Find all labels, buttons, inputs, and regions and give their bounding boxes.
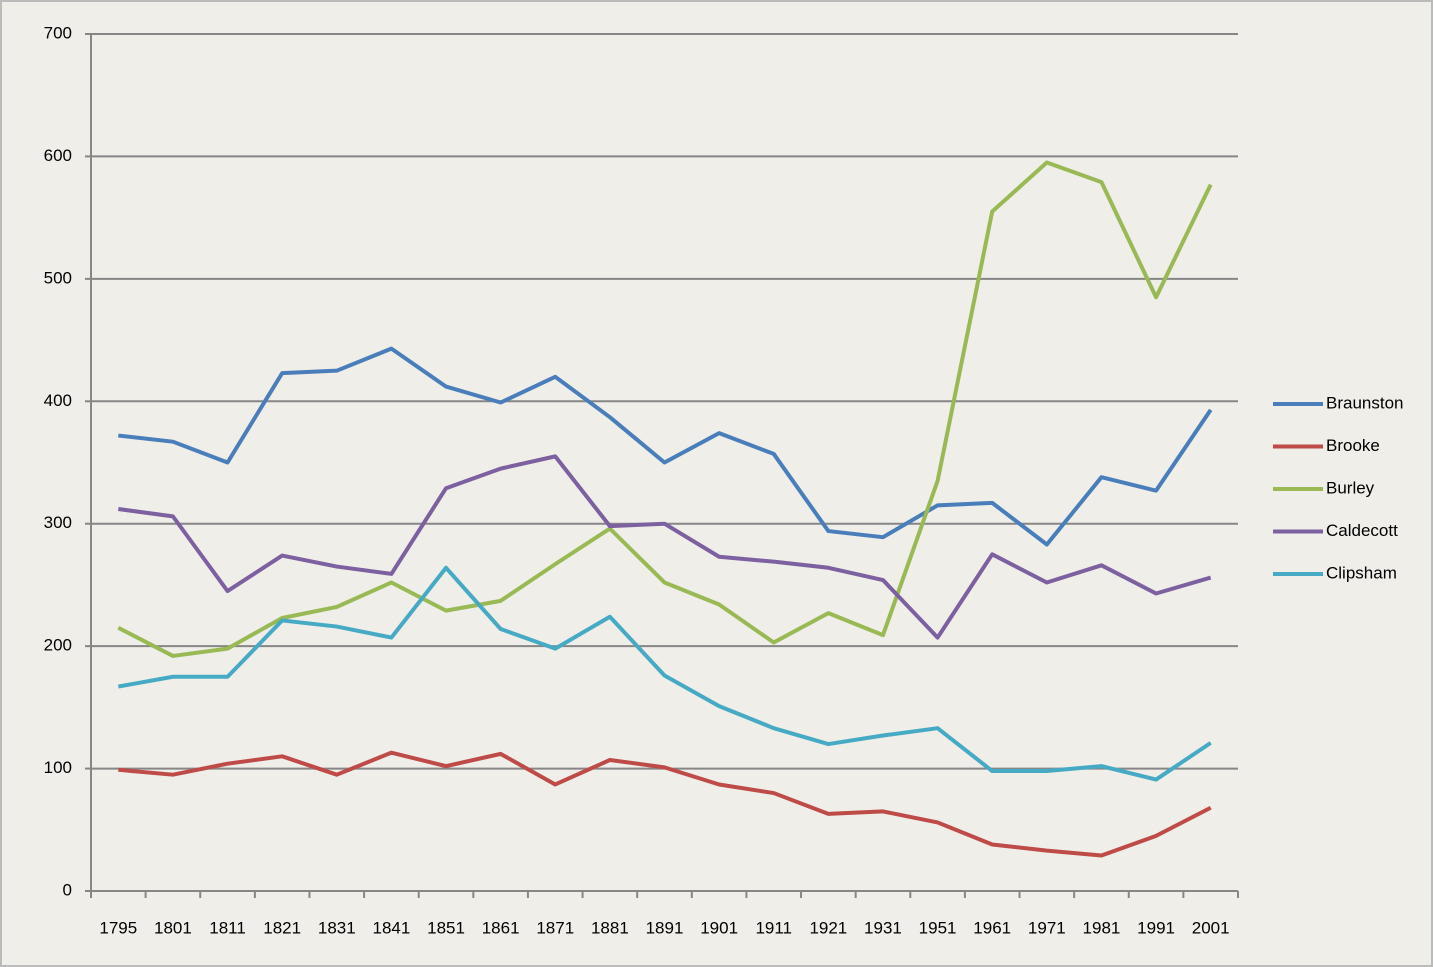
x-tick-label: 1871 xyxy=(536,918,574,937)
x-tick-label: 1801 xyxy=(154,918,192,937)
x-tick-label: 1861 xyxy=(482,918,520,937)
x-tick-label: 1811 xyxy=(209,918,246,937)
series-line xyxy=(117,160,1213,658)
y-tick-label: 0 xyxy=(63,880,72,899)
x-tick-label: 1821 xyxy=(263,918,301,937)
x-tick-label: 1831 xyxy=(318,918,356,937)
legend-label: Brooke xyxy=(1326,436,1380,455)
y-tick-label: 300 xyxy=(44,513,72,532)
x-tick-label: 1951 xyxy=(919,918,957,937)
x-tick-label: 1841 xyxy=(372,918,410,937)
series-line xyxy=(118,346,1213,547)
x-tick-label: 1981 xyxy=(1083,918,1121,937)
x-tick-label: 1911 xyxy=(755,918,792,937)
x-tick-label: 1851 xyxy=(427,918,465,937)
x-tick-label: 1961 xyxy=(973,918,1011,937)
x-tick-label: 1931 xyxy=(864,918,902,937)
legend-label: Clipsham xyxy=(1326,563,1397,582)
y-tick-label: 600 xyxy=(44,146,72,165)
series-line xyxy=(118,750,1212,858)
y-tick-label: 400 xyxy=(44,391,72,410)
legend-label: Caldecott xyxy=(1326,521,1398,540)
x-tick-label: 1921 xyxy=(809,918,847,937)
y-tick-label: 500 xyxy=(44,268,72,287)
x-tick-label: 1971 xyxy=(1028,918,1066,937)
y-tick-label: 200 xyxy=(44,636,72,655)
x-tick-label: 1891 xyxy=(646,918,684,937)
y-tick-label: 700 xyxy=(44,23,72,42)
series-line xyxy=(118,454,1212,640)
x-tick-label: 1991 xyxy=(1137,918,1175,937)
series-line xyxy=(117,565,1212,782)
y-tick-label: 100 xyxy=(44,758,72,777)
x-tick-label: 1901 xyxy=(700,918,738,937)
x-tick-label: 1881 xyxy=(591,918,629,937)
legend-label: Burley xyxy=(1326,478,1375,497)
x-tick-label: 2001 xyxy=(1192,918,1230,937)
legend-label: Braunston xyxy=(1326,393,1404,412)
x-tick-label: 1795 xyxy=(99,918,137,937)
